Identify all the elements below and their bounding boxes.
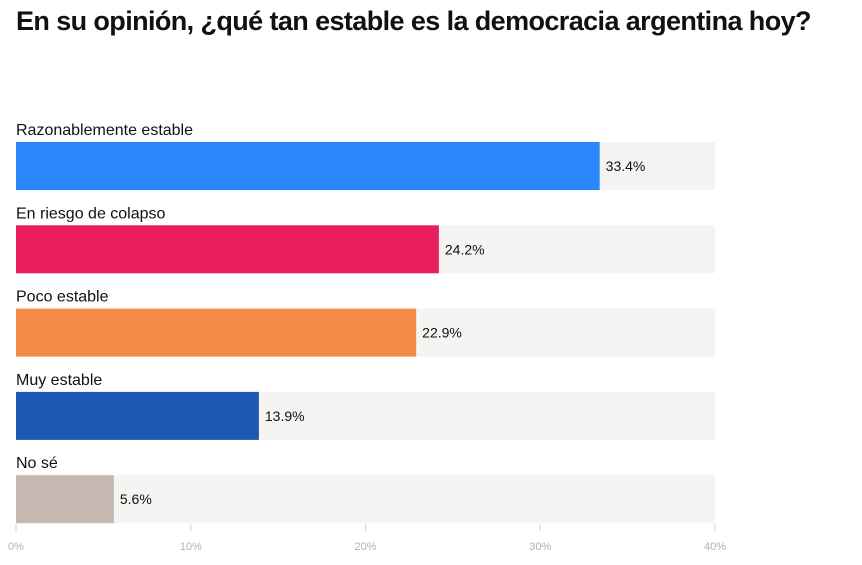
tick-label: 30% [529,541,551,553]
bar [16,225,439,274]
tick-label: 40% [704,541,726,553]
bar [16,391,259,440]
bar [16,142,600,190]
bar [16,475,114,524]
x-axis: 0% 10% 20% 30% 40% [8,524,726,553]
category-label: Muy estable [16,372,102,389]
bar-row: En riesgo de colapso 24.2% [16,205,715,274]
value-label: 33.4% [606,158,646,174]
value-label: 5.6% [120,491,152,507]
bar-track [16,475,715,524]
tick-label: 20% [354,541,376,553]
bars-layer: Razonablemente estable 33.4% En riesgo de … [16,122,715,524]
tick-label: 0% [8,541,24,553]
category-label: Poco estable [16,289,109,306]
bar-row: Poco estable 22.9% [16,289,715,357]
bar-row: Muy estable 13.9% [16,372,715,440]
chart-title: En su opinión, ¿qué tan estable es la de… [16,6,811,36]
category-label: No sé [16,455,58,472]
value-label: 13.9% [265,408,305,424]
category-label: Razonablemente estable [16,122,193,139]
value-label: 22.9% [422,325,462,341]
bar-row: No sé 5.6% [16,455,715,524]
bar-row: Razonablemente estable 33.4% [16,122,715,190]
category-label: En riesgo de colapso [16,205,166,222]
bar [16,308,417,357]
tick-label: 10% [180,541,202,553]
value-label: 24.2% [445,241,485,257]
